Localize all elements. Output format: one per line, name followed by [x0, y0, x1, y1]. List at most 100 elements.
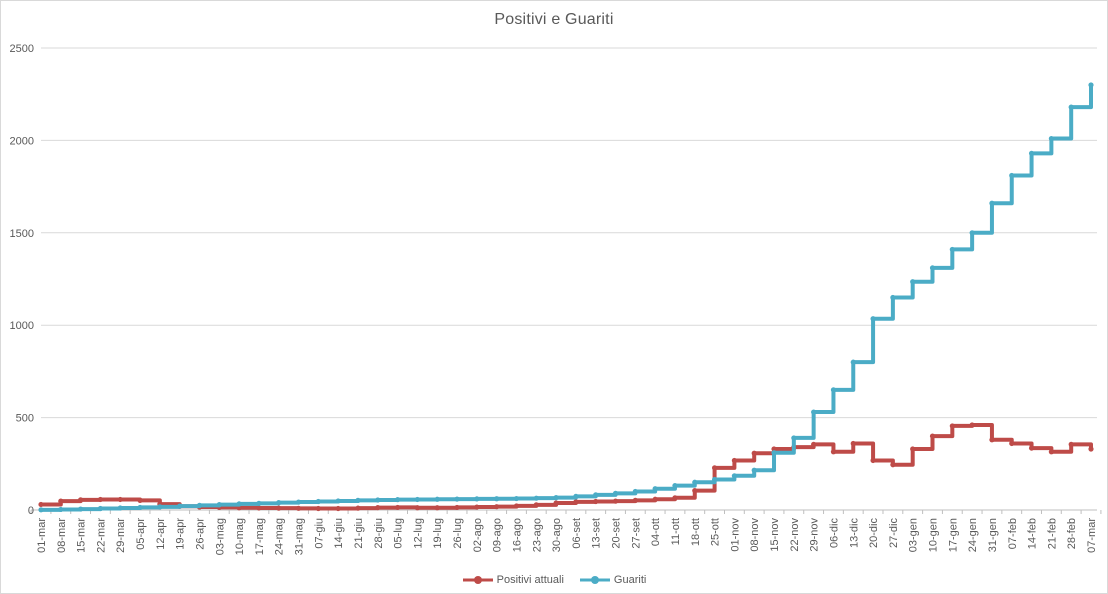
chart-title[interactable]: Positivi e Guariti	[494, 11, 614, 28]
x-tick-label: 14-giu	[333, 518, 345, 549]
x-tick-label: 17-gen	[947, 518, 959, 552]
y-gridlines	[41, 47, 1097, 419]
legend-item-positivi-attuali[interactable]: Positivi attuali	[462, 574, 564, 586]
series-guariti-marker	[890, 294, 896, 301]
series-positivi-attuali-marker	[315, 505, 321, 512]
series-guariti-marker	[494, 496, 500, 502]
series-guariti-marker	[771, 450, 777, 456]
x-tick-label: 07-mar	[1086, 518, 1098, 553]
x-tick-label: 24-gen	[967, 518, 979, 552]
series-positivi-attuali-line[interactable]	[39, 422, 1093, 511]
x-tick-label: 10-mag	[234, 518, 246, 555]
series-guariti-marker	[97, 505, 104, 512]
series-guariti-marker	[811, 409, 817, 415]
x-tick-label: 05-lug	[393, 518, 405, 549]
x-tick-label: 06-set	[571, 518, 583, 549]
x-tick-label: 22-mar	[95, 518, 107, 553]
series-guariti-marker	[751, 467, 757, 473]
x-tick-label: 31-mag	[294, 518, 306, 555]
series-guariti-marker	[672, 483, 678, 489]
x-tick-label: 05-apr	[135, 518, 147, 550]
series-guariti-marker	[1068, 104, 1074, 110]
series-positivi-attuali-marker	[672, 495, 678, 501]
series-guariti-marker	[315, 498, 321, 505]
x-tick-label: 21-feb	[1046, 518, 1058, 549]
x-tick-label: 11-ott	[670, 518, 682, 545]
x-tick-label: 14-feb	[1027, 518, 1039, 549]
x-tick-label: 12-lug	[412, 518, 424, 549]
series-positivi-attuali-marker	[276, 505, 282, 511]
series-guariti[interactable]	[38, 82, 1094, 513]
x-tick-labels: 01-mar 08-mar 15-mar 22-mar 29-mar 05-apr 12-a…	[36, 518, 1098, 556]
series-guariti-marker	[355, 497, 361, 503]
series-positivi-attuali-marker	[295, 505, 302, 511]
x-axis	[30, 509, 1102, 514]
series-guariti-marker	[157, 504, 163, 510]
y-tick-label: 1000	[10, 320, 34, 332]
series-positivi-attuali-marker	[1028, 445, 1035, 451]
y-tick-label: 2000	[10, 135, 34, 147]
series-guariti-marker	[196, 502, 203, 508]
x-tick-label: 19-apr	[175, 518, 187, 550]
x-tick-label: 12-apr	[155, 518, 167, 550]
series-positivi-attuali-marker	[969, 422, 975, 428]
series-positivi-attuali-marker	[731, 457, 737, 464]
x-tick-label: 01-nov	[729, 518, 741, 552]
series-guariti-marker	[474, 496, 480, 502]
series-guariti-marker	[414, 496, 421, 503]
series-positivi-attuali-marker	[593, 498, 599, 505]
x-tick-label: 16-ago	[511, 518, 523, 552]
series-positivi-attuali-marker	[494, 504, 500, 510]
x-tick-label: 07-feb	[1007, 518, 1019, 549]
series-guariti-marker	[969, 230, 975, 236]
legend-marker-positivi-icon	[462, 576, 493, 584]
series-positivi-attuali-marker	[870, 457, 876, 464]
series-positivi-attuali-marker	[890, 462, 896, 468]
series-guariti-marker	[573, 493, 579, 499]
x-tick-label: 21-giu	[353, 518, 365, 549]
series-guariti-marker	[513, 495, 520, 502]
series-positivi-attuali-marker	[395, 504, 401, 511]
x-tick-label: 28-feb	[1066, 518, 1078, 549]
x-tick-label: 20-dic	[868, 518, 880, 548]
series-positivi-attuali-marker	[652, 496, 658, 502]
series-guariti-marker	[830, 387, 837, 393]
series-positivi-attuali-marker	[771, 446, 777, 452]
series-guariti-marker	[652, 486, 658, 492]
series-positivi-attuali-marker	[553, 500, 559, 506]
series-positivi-attuali-marker	[692, 487, 698, 494]
x-tick-label: 20-set	[611, 518, 623, 549]
series-guariti-marker	[593, 492, 599, 498]
legend-marker-guariti-icon	[579, 576, 610, 584]
x-tick-label: 28-giu	[373, 518, 385, 549]
series-positivi-attuali-marker	[78, 497, 84, 503]
series-positivi-attuali-marker	[1048, 449, 1054, 455]
series-positivi-attuali-marker	[434, 505, 440, 511]
series-guariti-marker	[632, 488, 638, 495]
series-guariti-marker	[949, 246, 955, 253]
series-positivi-attuali-marker	[256, 505, 262, 511]
x-tick-label: 29-nov	[809, 518, 821, 552]
y-tick-label: 1500	[10, 228, 34, 240]
series-guariti-marker	[256, 500, 262, 506]
series-guariti-marker	[1048, 135, 1054, 142]
series-positivi-attuali-marker	[355, 505, 361, 511]
x-tick-label: 03-gen	[908, 518, 920, 552]
series-positivi-attuali-marker	[335, 505, 341, 512]
series-positivi-attuali-marker	[573, 499, 579, 505]
series-guariti-marker	[1009, 172, 1015, 179]
series-positivi-attuali-marker	[38, 501, 44, 508]
series-guariti-marker	[137, 504, 143, 511]
series-guariti-marker	[117, 505, 123, 511]
series-guariti-marker	[692, 479, 698, 485]
x-tick-label: 29-mar	[115, 518, 127, 553]
series-guariti-marker	[78, 506, 84, 512]
series-guariti-marker	[711, 476, 718, 483]
series-guariti-marker	[276, 500, 282, 506]
legend-item-guariti[interactable]: Guariti	[579, 574, 646, 586]
series-guariti-marker	[1088, 82, 1094, 88]
series-positivi-attuali-marker	[929, 433, 936, 439]
legend-label-guariti: Guariti	[613, 574, 647, 586]
series-positivi-attuali-marker	[1088, 446, 1094, 452]
series-guariti-marker	[910, 279, 916, 285]
